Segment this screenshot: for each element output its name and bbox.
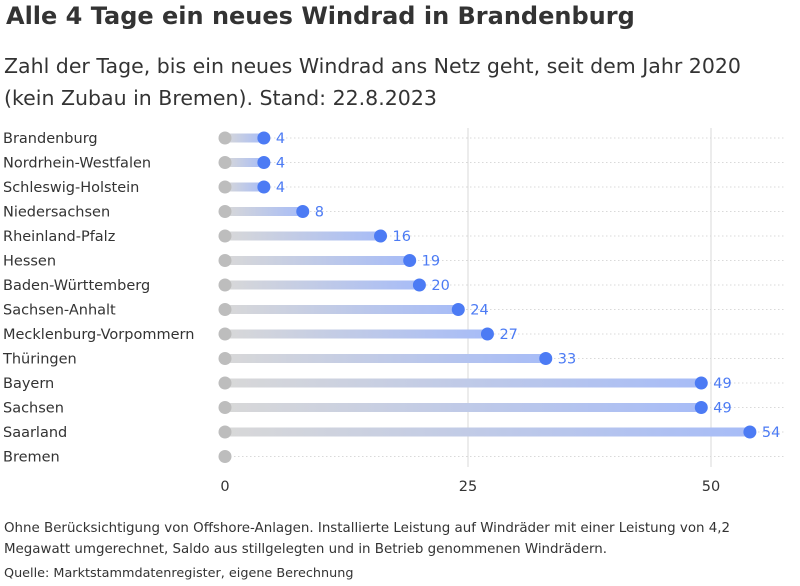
grid-layer: [226, 128, 786, 467]
category-label: Niedersachsen: [3, 205, 110, 221]
lollipop-stem: [225, 182, 264, 192]
start-dot: [218, 303, 232, 316]
category-label: Brandenburg: [3, 131, 98, 147]
start-dot: [218, 254, 232, 267]
value-label: 24: [470, 303, 488, 319]
lollipop-stem: [225, 231, 381, 241]
chart-title: Alle 4 Tage ein neues Windrad in Branden…: [6, 2, 635, 30]
chart-row: Sachsen 49: [3, 401, 732, 417]
start-dot: [218, 376, 232, 390]
x-tick-label: 50: [702, 479, 720, 495]
value-dot: [451, 303, 465, 316]
category-label: Baden-Württemberg: [3, 278, 150, 294]
chart-row: Saarland 54: [3, 425, 780, 441]
chart-row: Mecklenburg-Vorpommern 27: [3, 327, 518, 343]
chart-row: Bayern 49: [3, 376, 732, 392]
category-label: Sachsen-Anhalt: [3, 303, 116, 319]
value-label: 49: [713, 401, 731, 417]
value-dot: [480, 327, 494, 341]
x-tick-label: 0: [220, 479, 229, 495]
start-dot: [218, 450, 232, 463]
value-label: 4: [276, 131, 285, 147]
value-dot: [743, 425, 757, 439]
value-dot: [539, 352, 553, 365]
value-label: 19: [422, 254, 440, 270]
lollipop-stem: [225, 158, 264, 167]
lollipop-stem: [225, 305, 459, 314]
chart-row: Thüringen 33: [2, 352, 576, 368]
chart-row: Schleswig-Holstein 4: [3, 180, 285, 196]
value-label: 49: [713, 376, 731, 392]
value-dot: [694, 401, 708, 414]
lollipop-stem: [225, 133, 264, 143]
category-label: Bremen: [3, 450, 60, 466]
lollipop-stem: [225, 403, 702, 412]
value-label: 8: [315, 205, 324, 221]
lollipop-stem: [225, 207, 303, 216]
value-dot: [694, 376, 708, 390]
start-dot: [218, 425, 232, 439]
category-label: Mecklenburg-Vorpommern: [3, 327, 194, 343]
value-dot: [296, 205, 310, 218]
lollipop-stem: [225, 354, 546, 363]
value-dot: [374, 229, 388, 243]
lollipop-stem: [225, 378, 702, 388]
x-axis: 0 25 50: [220, 479, 720, 495]
value-label: 4: [276, 180, 285, 196]
start-dot: [218, 156, 232, 169]
value-label: 54: [762, 425, 780, 441]
value-label: 4: [276, 156, 285, 172]
chart-row: Nordrhein-Westfalen 4: [3, 156, 285, 172]
chart-row: Brandenburg 4: [3, 131, 285, 147]
lollipop-stem: [225, 280, 420, 290]
value-label: 27: [499, 327, 517, 343]
value-label: 16: [393, 229, 411, 245]
chart-row: Hessen 19: [3, 254, 440, 270]
lollipop-stem: [225, 256, 410, 265]
chart-row: Rheinland-Pfalz 16: [3, 229, 411, 245]
chart-row: Bremen: [3, 450, 232, 466]
category-label: Schleswig-Holstein: [3, 180, 139, 196]
value-dot: [257, 131, 271, 145]
value-dot: [257, 156, 271, 169]
category-label: Bayern: [3, 376, 54, 392]
start-dot: [218, 352, 232, 365]
start-dot: [218, 401, 232, 414]
category-label: Saarland: [3, 425, 67, 441]
category-label: Thüringen: [2, 352, 77, 368]
start-dot: [218, 278, 232, 292]
category-label: Nordrhein-Westfalen: [3, 156, 151, 172]
category-label: Rheinland-Pfalz: [3, 229, 115, 245]
footnote: Ohne Berücksichtigung von Offshore-Anlag…: [4, 521, 731, 557]
start-dot: [218, 205, 232, 218]
lollipop-stem: [225, 427, 750, 437]
value-dot: [412, 278, 426, 292]
value-label: 20: [431, 278, 449, 294]
chart-row: Niedersachsen 8: [3, 205, 324, 221]
category-label: Hessen: [3, 254, 56, 270]
chart-row: Sachsen-Anhalt 24: [3, 303, 489, 319]
value-label: 33: [558, 352, 576, 368]
value-dot: [257, 180, 271, 194]
chart-row: Baden-Württemberg 20: [3, 278, 450, 294]
start-dot: [218, 180, 232, 194]
source-note: Quelle: Marktstammdatenregister, eigene …: [4, 566, 354, 581]
start-dot: [218, 327, 232, 341]
start-dot: [218, 131, 232, 145]
category-label: Sachsen: [3, 401, 64, 417]
value-dot: [403, 254, 417, 267]
start-dot: [218, 229, 232, 243]
lollipop-stem: [225, 329, 488, 339]
x-tick-label: 25: [459, 479, 477, 495]
chart-subtitle: Zahl der Tage, bis ein neues Windrad ans…: [4, 54, 741, 110]
